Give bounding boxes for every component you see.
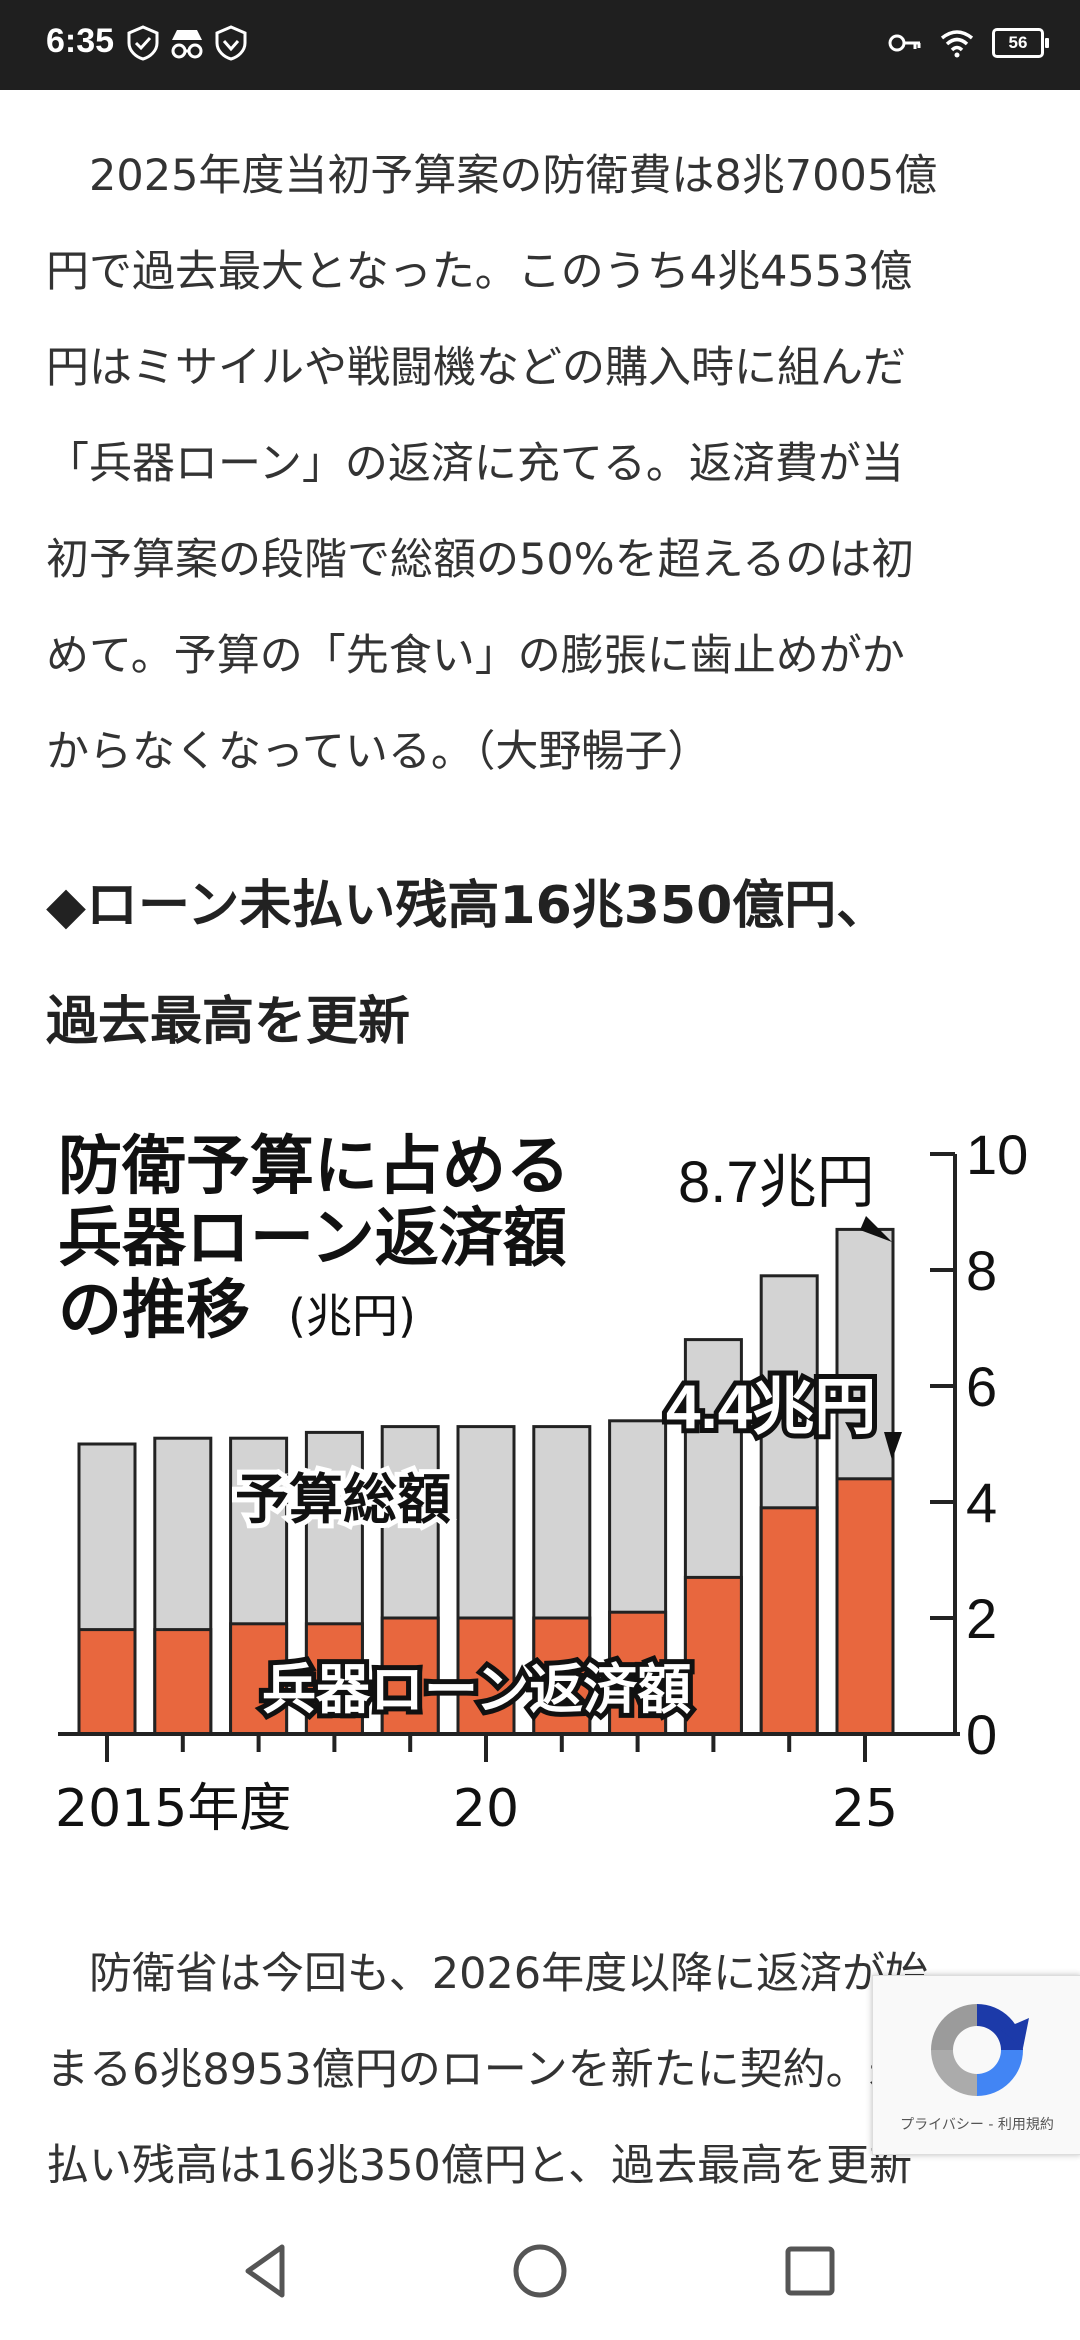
- annotation-loan: 4.4兆円: [666, 1373, 876, 1442]
- bar-loan-2021: [532, 1616, 592, 1736]
- y-tick-label: 0: [966, 1703, 997, 1766]
- recaptcha-badge[interactable]: プライバシー - 利用規約: [872, 1975, 1080, 2155]
- status-right-icons: 56: [888, 28, 1049, 58]
- article-paragraph-1: 2025年度当初予算案の防衛費は8兆7005億 円で過去最大となった。このうち4…: [46, 128, 1036, 800]
- status-time: 6:35: [46, 22, 115, 60]
- x-tick-label: 25: [832, 1779, 898, 1839]
- chart-bars: [77, 1227, 895, 1736]
- x-tick-label: 20: [453, 1779, 519, 1839]
- article-paragraph-2: 防衛省は今回も、2026年度以降に返済が始 まる6兆8953億円のローンを新たに…: [46, 1926, 1036, 2214]
- annotation-total: 8.7兆円: [678, 1150, 875, 1215]
- paragraph-line: 2025年度当初予算案の防衛費は8兆7005億: [89, 151, 938, 201]
- paragraph-line: からなくなっている。（大野暢子）: [46, 727, 711, 777]
- navigation-bar: [0, 2205, 1080, 2340]
- annotation-loan-pointer: [884, 1432, 902, 1460]
- paragraph-line: まる6兆8953億円のローンを新たに契約。未: [46, 2045, 912, 2095]
- chart-title-line: の推移: [58, 1274, 250, 1348]
- y-tick-label: 10: [966, 1123, 1028, 1186]
- defense-budget-chart: 0 2 4 6 8 10 2015年度 20 25 防衛予算に占める 兵器ローン返済額 の推移…: [55, 1123, 1028, 1839]
- section-heading: ◆ローン未払い残高16兆350億円、 過去最高を更新: [46, 848, 1036, 1080]
- paragraph-line: 防衛省は今回も、2026年度以降に返済が始: [89, 1949, 929, 1999]
- annotation-total-pointer: [860, 1216, 892, 1242]
- home-circle-icon[interactable]: [510, 2241, 570, 2301]
- key-icon: [888, 34, 921, 52]
- x-tick-label: 2015年度: [55, 1779, 291, 1839]
- recaptcha-privacy-text[interactable]: プライバシー - 利用規約: [900, 2117, 1054, 2133]
- y-tick-label: 8: [966, 1239, 997, 1302]
- battery-level: 56: [1008, 33, 1028, 52]
- vpn-shield-icon: [127, 25, 159, 61]
- paragraph-line: 払い残高は16兆350億円と、過去最高を更新: [46, 2141, 913, 2191]
- back-triangle-icon[interactable]: [238, 2241, 298, 2301]
- chart-title-line: 防衛予算に占める: [58, 1130, 570, 1204]
- y-tick-label: 2: [966, 1587, 997, 1650]
- bar-loan-2023: [683, 1575, 743, 1736]
- y-axis-ticks: 0 2 4 6 8 10: [930, 1123, 1028, 1766]
- paragraph-line: 初予算案の段階で総額の50%を超えるのは初: [46, 535, 915, 585]
- bar-loan-2017: [229, 1622, 289, 1736]
- bar-loan-2024: [759, 1506, 819, 1736]
- chart-title-line: 兵器ローン返済額: [58, 1202, 567, 1276]
- x-axis-ticks: 2015年度 20 25: [55, 1734, 898, 1839]
- paragraph-line: 「兵器ローン」の返済に充てる。返済費が当: [46, 439, 904, 489]
- bar-loan-2022: [608, 1610, 668, 1736]
- y-tick-label: 4: [966, 1471, 997, 1534]
- series-label-total: 予算総額: [235, 1468, 451, 1531]
- heading-line: 過去最高を更新: [46, 992, 411, 1052]
- status-bar: 6:35 56: [0, 0, 1080, 90]
- y-tick-label: 6: [966, 1355, 997, 1418]
- shield-icon: [215, 25, 247, 61]
- paragraph-line: めて。予算の「先食い」の膨張に歯止めがか: [46, 631, 905, 681]
- status-left-icons: [124, 24, 250, 62]
- bar-loan-2015: [77, 1628, 137, 1736]
- paragraph-line: 円で過去最大となった。このうち4兆4553億: [46, 247, 913, 297]
- bar-loan-2016: [153, 1628, 213, 1736]
- battery-icon: 56: [992, 28, 1049, 58]
- bar-loan-2025: [835, 1477, 895, 1736]
- paragraph-line: 円はミサイルや戦闘機などの購入時に組んだ: [46, 343, 906, 393]
- series-label-loan: 兵器ローン返済額: [262, 1658, 691, 1721]
- incognito-icon: [171, 30, 203, 59]
- bar-loan-2020: [456, 1616, 516, 1736]
- heading-line: ◆ローン未払い残高16兆350億円、: [46, 876, 889, 936]
- wifi-icon: [940, 30, 974, 58]
- chart-unit-label: (兆円): [288, 1289, 416, 1343]
- recaptcha-logo-icon: [931, 2004, 1029, 2096]
- bar-loan-2019: [380, 1616, 440, 1736]
- bar-loan-2018: [304, 1622, 364, 1736]
- recents-square-icon[interactable]: [780, 2241, 840, 2301]
